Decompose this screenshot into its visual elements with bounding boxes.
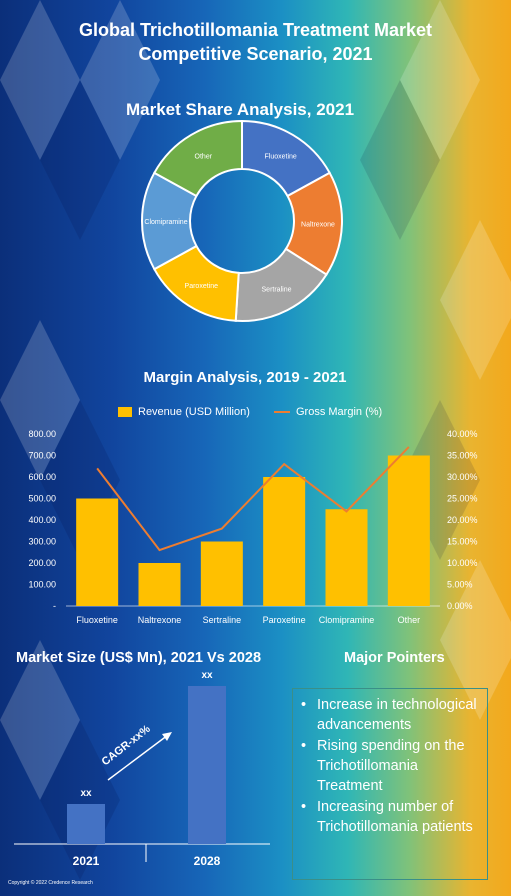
market-size-title: Market Size (US$ Mn), 2021 Vs 2028	[16, 650, 262, 666]
major-pointers-list: Increase in technological advancements R…	[293, 689, 487, 837]
y-tick-label: 300.00	[28, 537, 56, 547]
y2-tick-label: 30.00%	[447, 472, 478, 482]
revenue-bar	[76, 498, 119, 606]
major-pointers-title: Major Pointers	[344, 650, 445, 666]
margin-analysis-title: Margin Analysis, 2019 - 2021	[143, 369, 347, 386]
market-size-data-label: xx	[201, 670, 213, 681]
market-size-category-label: 2021	[73, 854, 100, 868]
revenue-bar	[200, 541, 243, 606]
y-tick-label: 800.00	[28, 429, 56, 439]
cagr-arrow-head	[162, 732, 172, 741]
revenue-bar	[325, 509, 368, 606]
cagr-arrow-line	[107, 734, 169, 781]
y2-tick-label: 35.00%	[447, 451, 478, 461]
market-size-category-label: 2028	[194, 854, 221, 868]
major-pointers-box: Increase in technological advancements R…	[292, 688, 488, 880]
y-tick-label: 500.00	[28, 494, 56, 504]
x-tick-label: Other	[398, 615, 421, 625]
y2-tick-label: 25.00%	[447, 494, 478, 504]
legend-revenue-swatch	[118, 407, 132, 417]
donut-slice-label: Fluoxetine	[265, 154, 297, 161]
y-tick-label: -	[53, 601, 56, 611]
legend-margin: Gross Margin (%)	[274, 406, 382, 418]
y-tick-label: 600.00	[28, 472, 56, 482]
revenue-bar	[138, 563, 181, 606]
donut-slice	[153, 119, 243, 198]
y-tick-label: 400.00	[28, 515, 56, 525]
y2-tick-label: 40.00%	[447, 429, 478, 439]
donut-slice-label: Clomipramine	[144, 219, 187, 226]
gross-margin-line	[96, 446, 410, 552]
revenue-bar	[263, 477, 306, 606]
pointer-item: Rising spending on the Trichotillomania …	[301, 736, 481, 796]
cagr-label: CAGR-xx%	[100, 723, 153, 768]
page-title-line1: Global Trichotillomania Treatment Market	[78, 20, 433, 40]
y-tick-label: 100.00	[28, 580, 56, 590]
revenue-bar	[387, 455, 430, 606]
y2-tick-label: 15.00%	[447, 537, 478, 547]
pointer-item: Increasing number of Trichotillomania pa…	[301, 797, 481, 837]
market-size-data-label: xx	[80, 788, 92, 799]
market-share-title: Market Share Analysis, 2021	[125, 100, 355, 119]
legend-revenue-label: Revenue (USD Million)	[138, 406, 250, 418]
y-tick-label: 200.00	[28, 558, 56, 568]
market-size-bar	[188, 686, 226, 844]
donut-slice-label: Naltrexone	[301, 221, 335, 228]
x-tick-label: Paroxetine	[263, 615, 306, 625]
x-tick-label: Fluoxetine	[76, 615, 118, 625]
donut-slice-label: Other	[195, 154, 213, 161]
pointer-item: Increase in technological advancements	[301, 695, 481, 735]
x-tick-label: Clomipramine	[319, 615, 375, 625]
y2-tick-label: 0.00%	[447, 601, 473, 611]
y-tick-label: 700.00	[28, 451, 56, 461]
y2-tick-label: 20.00%	[447, 515, 478, 525]
donut-slice-label: Sertraline	[262, 287, 292, 294]
x-tick-label: Sertraline	[203, 615, 242, 625]
legend-margin-label: Gross Margin (%)	[296, 406, 383, 418]
y2-tick-label: 10.00%	[447, 558, 478, 568]
legend-margin-swatch	[274, 411, 290, 413]
legend-revenue: Revenue (USD Million)	[118, 406, 250, 418]
page-title: Global Trichotillomania Treatment Market…	[0, 18, 511, 66]
y2-tick-label: 5.00%	[447, 580, 473, 590]
donut-slice-label: Paroxetine	[185, 283, 219, 290]
copyright: Copyright © 2022 Credence Research	[8, 880, 93, 886]
market-size-bar	[67, 804, 105, 844]
x-tick-label: Naltrexone	[138, 615, 182, 625]
page-title-line2: Competitive Scenario, 2021	[138, 44, 373, 64]
